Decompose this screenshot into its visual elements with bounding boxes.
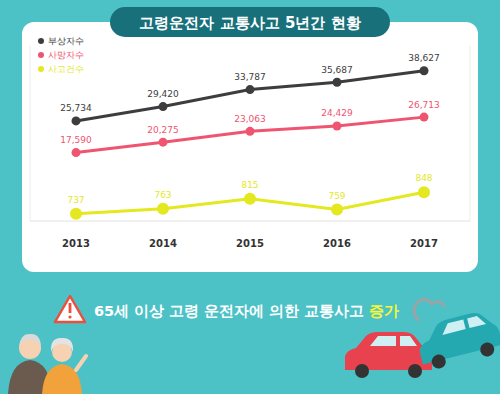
marker bbox=[244, 193, 256, 205]
y2-axis-line bbox=[470, 46, 471, 221]
data-label: 763 bbox=[154, 190, 171, 200]
plot-marks bbox=[70, 66, 430, 220]
person-hair bbox=[19, 334, 41, 346]
car-wheel bbox=[430, 353, 447, 370]
y-axis-line bbox=[30, 46, 31, 221]
legend-swatch bbox=[38, 66, 44, 72]
data-label: 24,429 bbox=[321, 108, 353, 118]
warning-icon-bar bbox=[69, 303, 72, 313]
title: 고령운전자 교통사고 5년간 현황 bbox=[139, 14, 360, 32]
car-window bbox=[370, 336, 417, 346]
marker bbox=[246, 85, 255, 94]
data-label: 33,787 bbox=[234, 72, 266, 82]
x-tick-label: 2015 bbox=[236, 238, 264, 249]
x-tick-label: 2016 bbox=[323, 238, 351, 249]
legend-label: 사고건수 bbox=[48, 64, 84, 74]
marker bbox=[72, 148, 81, 157]
person-hair bbox=[51, 338, 73, 352]
annotation-part: 증가 bbox=[369, 303, 399, 319]
data-label: 29,420 bbox=[147, 89, 179, 99]
marker bbox=[420, 113, 429, 122]
legend-swatch bbox=[38, 52, 44, 58]
car-body bbox=[414, 308, 500, 365]
marker bbox=[159, 138, 168, 147]
annotation: 65세 이상 고령 운전자에 의한 교통사고 증가 bbox=[94, 303, 399, 319]
legend: 부상자수사망자수사고건수 bbox=[38, 36, 84, 74]
marker bbox=[159, 102, 168, 111]
x-tick-label: 2013 bbox=[62, 238, 90, 249]
data-label: 35,687 bbox=[321, 65, 353, 75]
warning-icon-dot bbox=[68, 315, 71, 318]
car-wheel bbox=[479, 341, 496, 358]
x-tick-label: 2014 bbox=[149, 238, 177, 249]
marker bbox=[418, 186, 430, 198]
x-axis-line bbox=[30, 221, 470, 222]
series-line bbox=[76, 192, 424, 214]
car-wheel bbox=[408, 364, 422, 378]
data-label: 848 bbox=[415, 173, 432, 183]
panel bbox=[22, 22, 478, 272]
data-labels: 25,734 29,420 33,787 35,687 38,627 17,590 20,2… bbox=[60, 53, 440, 205]
marker bbox=[70, 208, 82, 220]
marker bbox=[333, 121, 342, 130]
marker bbox=[157, 203, 169, 215]
data-label: 38,627 bbox=[408, 53, 440, 63]
canvas: 고령운전자 교통사고 5년간 현황 2013 2014 2015 2016 2017 25,… bbox=[0, 0, 500, 394]
data-label: 26,713 bbox=[408, 100, 440, 110]
marker bbox=[72, 116, 81, 125]
data-label: 23,063 bbox=[234, 114, 266, 124]
data-label: 25,734 bbox=[60, 103, 92, 113]
title-banner bbox=[110, 7, 390, 37]
data-label: 759 bbox=[328, 191, 345, 201]
marker bbox=[333, 78, 342, 87]
data-label: 737 bbox=[67, 195, 84, 205]
car-window bbox=[440, 314, 486, 335]
illustration-cars bbox=[345, 299, 500, 378]
legend-label: 사망자수 bbox=[48, 50, 84, 60]
marker bbox=[420, 66, 429, 75]
data-label: 815 bbox=[241, 180, 258, 190]
legend-label: 부상자수 bbox=[48, 36, 84, 46]
car-teal bbox=[414, 308, 500, 372]
illustration-people bbox=[8, 334, 86, 394]
x-tick-label: 2017 bbox=[410, 238, 438, 249]
marker bbox=[331, 204, 343, 216]
smoke bbox=[414, 299, 444, 320]
legend-swatch bbox=[38, 38, 44, 44]
car-red bbox=[345, 332, 432, 370]
data-label: 17,590 bbox=[60, 135, 92, 145]
annotation-part: 65세 이상 고령 운전자에 의한 교통사고 bbox=[94, 303, 364, 319]
car-wheel bbox=[355, 364, 369, 378]
data-label: 20,275 bbox=[147, 125, 179, 135]
person-arm bbox=[76, 356, 86, 370]
warning-icon bbox=[55, 296, 85, 322]
marker bbox=[246, 127, 255, 136]
